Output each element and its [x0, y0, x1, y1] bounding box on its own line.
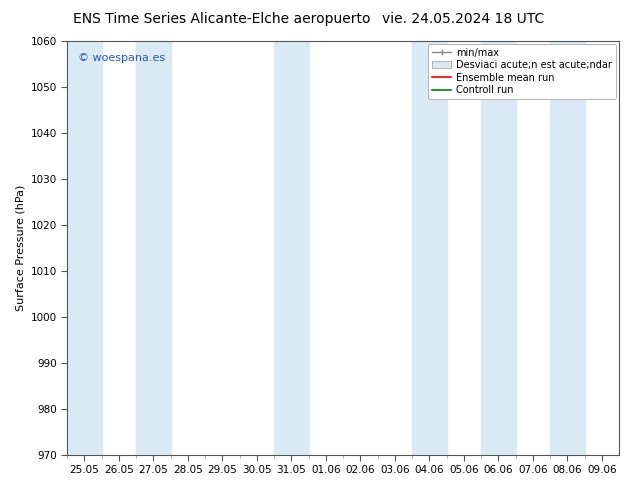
Bar — [274, 41, 309, 455]
Bar — [67, 41, 101, 455]
Legend: min/max, Desviaci acute;n est acute;ndar, Ensemble mean run, Controll run: min/max, Desviaci acute;n est acute;ndar… — [428, 44, 616, 99]
Bar — [412, 41, 446, 455]
Y-axis label: Surface Pressure (hPa): Surface Pressure (hPa) — [15, 185, 25, 311]
Text: ENS Time Series Alicante-Elche aeropuerto: ENS Time Series Alicante-Elche aeropuert… — [73, 12, 371, 26]
Text: vie. 24.05.2024 18 UTC: vie. 24.05.2024 18 UTC — [382, 12, 544, 26]
Bar — [550, 41, 585, 455]
Bar — [136, 41, 171, 455]
Bar — [481, 41, 515, 455]
Text: © woespana.es: © woespana.es — [78, 53, 165, 64]
